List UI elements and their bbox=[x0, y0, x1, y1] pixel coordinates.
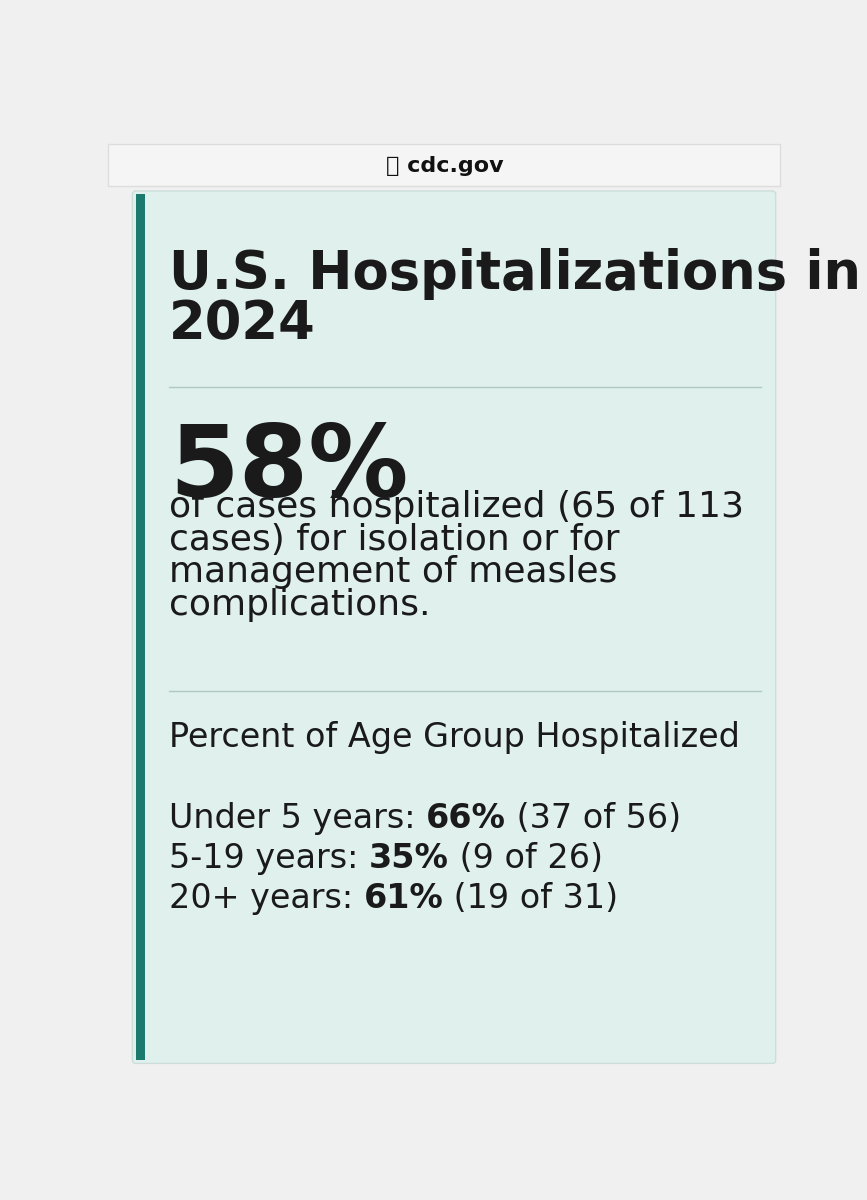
Text: (9 of 26): (9 of 26) bbox=[449, 842, 603, 875]
Text: 🔒 cdc.gov: 🔒 cdc.gov bbox=[386, 156, 503, 175]
Text: 35%: 35% bbox=[368, 842, 449, 875]
Text: U.S. Hospitalizations in: U.S. Hospitalizations in bbox=[169, 248, 861, 300]
FancyBboxPatch shape bbox=[135, 194, 145, 1061]
Text: 66%: 66% bbox=[426, 803, 505, 835]
FancyBboxPatch shape bbox=[108, 144, 780, 186]
Text: 5-19 years:: 5-19 years: bbox=[169, 842, 368, 875]
Text: of cases hospitalized (65 of 113: of cases hospitalized (65 of 113 bbox=[169, 491, 744, 524]
Text: Percent of Age Group Hospitalized: Percent of Age Group Hospitalized bbox=[169, 721, 740, 755]
Text: 61%: 61% bbox=[363, 882, 443, 916]
Text: management of measles: management of measles bbox=[169, 556, 617, 589]
Text: cases) for isolation or for: cases) for isolation or for bbox=[169, 523, 619, 557]
FancyBboxPatch shape bbox=[133, 191, 776, 1063]
Text: (37 of 56): (37 of 56) bbox=[505, 803, 681, 835]
Text: (19 of 31): (19 of 31) bbox=[443, 882, 618, 916]
Text: 2024: 2024 bbox=[169, 298, 316, 350]
Text: complications.: complications. bbox=[169, 588, 430, 622]
Text: 20+ years:: 20+ years: bbox=[169, 882, 363, 916]
Text: 58%: 58% bbox=[169, 421, 408, 518]
Text: Under 5 years:: Under 5 years: bbox=[169, 803, 426, 835]
